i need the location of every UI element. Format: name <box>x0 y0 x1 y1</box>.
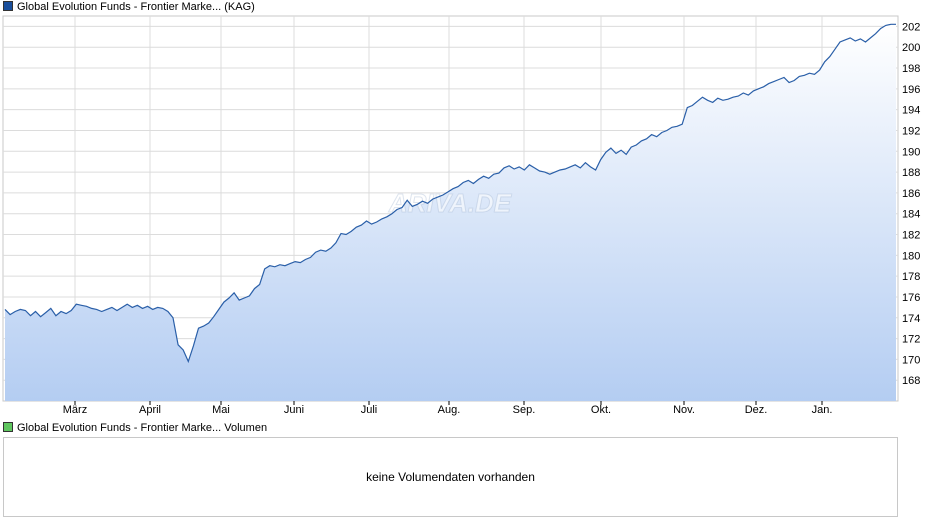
x-axis-ticks: März April Mai Juni Juli Aug. Sep. Okt. Nov. Dez.… <box>63 401 833 416</box>
x-tick-label: Mai <box>212 404 230 416</box>
y-tick-label: 176 <box>902 292 920 304</box>
price-chart: ARIVA.DE 1681701721741761781801821841861… <box>2 15 920 416</box>
volume-legend-swatch <box>3 422 13 432</box>
watermark: ARIVA.DE <box>388 188 512 218</box>
y-tick-label: 192 <box>902 125 920 137</box>
y-tick-label: 184 <box>902 209 920 221</box>
x-tick-label: Nov. <box>673 404 695 416</box>
x-tick-label: Sep. <box>513 404 536 416</box>
volume-chart: keine Volumendaten vorhanden <box>3 437 898 517</box>
x-tick-label: Aug. <box>438 404 461 416</box>
y-tick-label: 170 <box>902 354 920 366</box>
x-tick-label: Jan. <box>812 404 833 416</box>
y-tick-label: 172 <box>902 334 920 346</box>
x-tick-label: April <box>139 404 161 416</box>
price-legend-label: Global Evolution Funds - Frontier Marke.… <box>17 1 255 13</box>
price-line <box>4 23 896 364</box>
y-tick-label: 194 <box>902 105 920 117</box>
price-area <box>5 24 896 402</box>
volume-empty-message: keine Volumendaten vorhanden <box>366 470 535 484</box>
volume-legend: Global Evolution Funds - Frontier Marke.… <box>3 421 267 435</box>
y-tick-label: 190 <box>902 146 920 158</box>
y-tick-label: 182 <box>902 230 920 242</box>
y-tick-label: 180 <box>902 250 920 262</box>
y-tick-label: 202 <box>902 21 920 33</box>
y-tick-label: 196 <box>902 84 920 96</box>
y-tick-label: 200 <box>902 42 920 54</box>
x-tick-label: Juli <box>361 404 378 416</box>
y-axis-ticks: 168 170 172 174 176 178 180 182 184 186 188 190 192 1… <box>902 21 920 387</box>
y-tick-label: 168 <box>902 375 920 387</box>
y-tick-label: 188 <box>902 167 920 179</box>
x-tick-label: Juni <box>284 404 304 416</box>
x-tick-label: Okt. <box>591 404 611 416</box>
y-tick-label: 186 <box>902 188 920 200</box>
y-tick-label: 198 <box>902 63 920 75</box>
price-legend: Global Evolution Funds - Frontier Marke.… <box>3 0 255 14</box>
x-tick-label: Dez. <box>745 404 768 416</box>
area-layer <box>5 24 896 402</box>
x-tick-label: März <box>63 404 87 416</box>
y-tick-label: 178 <box>902 271 920 283</box>
line-layer <box>4 23 896 364</box>
y-tick-label: 174 <box>902 313 920 325</box>
price-legend-swatch <box>3 1 13 11</box>
volume-legend-label: Global Evolution Funds - Frontier Marke.… <box>17 422 268 434</box>
